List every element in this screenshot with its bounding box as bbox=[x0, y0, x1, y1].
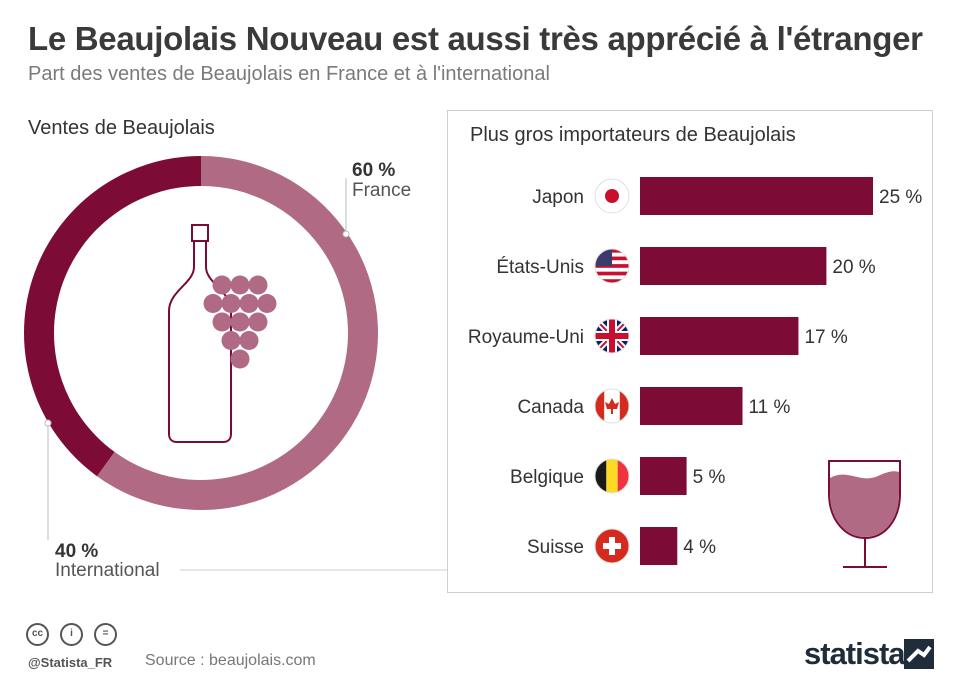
donut-slice-international bbox=[24, 156, 202, 477]
importers-panel: Plus gros importateurs de Beaujolais bbox=[447, 110, 933, 593]
brand-logo-text[interactable]: statista bbox=[804, 636, 906, 671]
donut-slice-france bbox=[96, 156, 379, 511]
footer-handle[interactable]: @Statista_FR bbox=[28, 655, 113, 670]
slice-label-intl: International bbox=[55, 560, 160, 581]
bar-value-label: 20 % bbox=[832, 257, 875, 278]
bar bbox=[640, 457, 687, 495]
japan-flag-icon bbox=[594, 178, 630, 214]
bar bbox=[640, 247, 827, 285]
bar bbox=[640, 387, 743, 425]
license-icons: cc i = bbox=[26, 623, 128, 646]
grape bbox=[230, 349, 250, 369]
bar bbox=[640, 527, 678, 565]
grape bbox=[212, 312, 232, 332]
donut-chart-title: Ventes de Beaujolais bbox=[28, 117, 215, 139]
grape bbox=[248, 275, 268, 295]
bar-value-label: 4 % bbox=[683, 537, 716, 558]
grape bbox=[257, 294, 277, 313]
grape-icon bbox=[203, 275, 277, 369]
grape bbox=[248, 312, 268, 332]
grape bbox=[221, 294, 241, 313]
country-label: Suisse bbox=[527, 537, 584, 558]
country-label: Royaume-Uni bbox=[468, 327, 584, 348]
nd-icon: = bbox=[94, 623, 117, 646]
usa-flag-icon bbox=[594, 248, 630, 284]
bar-value-label: 11 % bbox=[749, 397, 791, 418]
bar-value-label: 5 % bbox=[693, 467, 726, 488]
belgium-flag-icon bbox=[594, 458, 630, 494]
grape bbox=[203, 294, 223, 313]
grape bbox=[239, 331, 259, 350]
bar-value-label: 25 % bbox=[879, 187, 922, 208]
grape bbox=[239, 294, 259, 313]
country-label: Belgique bbox=[510, 467, 584, 488]
country-label: États-Unis bbox=[496, 257, 584, 278]
brand-logo-icon bbox=[904, 639, 934, 669]
country-label: Japon bbox=[532, 187, 584, 208]
bar bbox=[640, 317, 799, 355]
slice-label-france: France bbox=[352, 180, 411, 201]
wine-glass-icon bbox=[828, 460, 901, 568]
grape bbox=[230, 312, 250, 332]
bar-value-label: 17 % bbox=[804, 327, 847, 348]
bar bbox=[640, 177, 873, 215]
uk-flag-icon bbox=[594, 318, 630, 354]
bar-chart-title: Plus gros importateurs de Beaujolais bbox=[470, 124, 796, 146]
by-icon: i bbox=[60, 623, 83, 646]
switzerland-flag-icon bbox=[594, 528, 630, 564]
page-subtitle: Part des ventes de Beaujolais en France … bbox=[28, 63, 550, 85]
canada-flag-icon bbox=[594, 388, 630, 424]
leader-dot-intl bbox=[44, 419, 52, 427]
slice-label-france-value: 60 % bbox=[352, 160, 395, 181]
country-label: Canada bbox=[517, 397, 584, 418]
leader-dot-france bbox=[342, 230, 350, 238]
page-title: Le Beaujolais Nouveau est aussi très app… bbox=[28, 20, 923, 57]
slice-label-intl-value: 40 % bbox=[55, 541, 98, 562]
cc-icon: cc bbox=[26, 623, 49, 646]
grape bbox=[221, 331, 241, 350]
grape bbox=[230, 275, 250, 295]
footer-source: Source : beaujolais.com bbox=[145, 652, 316, 669]
grape bbox=[212, 275, 232, 295]
